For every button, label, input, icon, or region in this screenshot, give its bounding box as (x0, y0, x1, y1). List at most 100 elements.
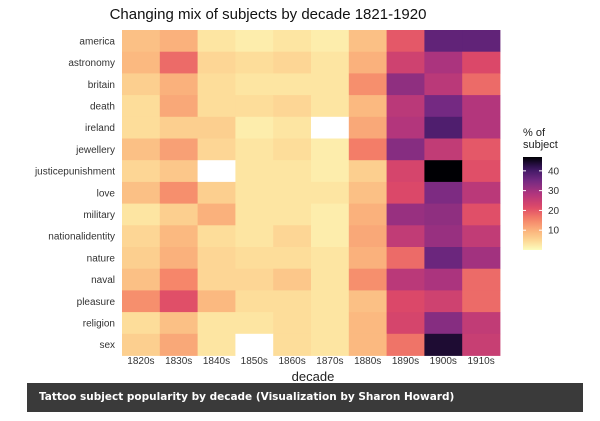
y-tick-label-ireland: ireland (85, 123, 115, 134)
legend-title: % of subject (523, 127, 558, 151)
heatmap-cell-love-1840s (197, 181, 236, 204)
heatmap-cell-nature-1870s (311, 247, 350, 270)
heatmap-cell-astronomy-1840s (197, 51, 236, 74)
heatmap-cell-nature-1860s (273, 247, 312, 270)
x-axis-title: decade (292, 369, 335, 384)
heatmap-cell-nationalidentity-1850s (235, 225, 274, 248)
heatmap-cell-america-1830s (159, 30, 198, 53)
heatmap-cell-astronomy-1880s (348, 51, 387, 74)
heatmap-cell-jewellery-1890s (386, 138, 425, 161)
heatmap-cell-ireland-1890s (386, 116, 425, 139)
x-tick-label-1870s: 1870s (316, 356, 343, 367)
heatmap-cell-military-1850s (235, 203, 274, 226)
heatmap-cell-justicepunishment-1890s (386, 160, 425, 183)
heatmap-cell-justicepunishment-1840s (197, 160, 236, 183)
heatmap-cell-military-1860s (273, 203, 312, 226)
heatmap-cell-ireland-1900s (424, 116, 463, 139)
heatmap-cell-ireland-1870s (311, 116, 350, 139)
heatmap-cell-america-1880s (348, 30, 387, 53)
heatmap-cell-love-1820s (122, 181, 161, 204)
heatmap-cell-britain-1820s (122, 73, 161, 96)
heatmap-cell-ireland-1850s (235, 116, 274, 139)
heatmap-cell-naval-1850s (235, 268, 274, 291)
heatmap-cell-love-1890s (386, 181, 425, 204)
heatmap-cell-nationalidentity-1890s (386, 225, 425, 248)
heatmap-cell-death-1910s (462, 95, 501, 118)
heatmap-cell-america-1840s (197, 30, 236, 53)
heatmap-cell-sex-1830s (159, 333, 198, 356)
heatmap-cell-religion-1820s (122, 312, 161, 335)
heatmap-cell-sex-1840s (197, 333, 236, 356)
heatmap-cell-america-1870s (311, 30, 350, 53)
heatmap-cell-sex-1860s (273, 333, 312, 356)
heatmap-cell-astronomy-1900s (424, 51, 463, 74)
heatmap-cell-sex-1910s (462, 333, 501, 356)
heatmap-cell-jewellery-1910s (462, 138, 501, 161)
legend-tick-label-30: 30 (548, 186, 560, 197)
x-tick-label-1830s: 1830s (165, 356, 192, 367)
heatmap-cell-nationalidentity-1870s (311, 225, 350, 248)
y-tick-label-death: death (90, 101, 115, 112)
heatmap-cell-jewellery-1840s (197, 138, 236, 161)
heatmap-cell-love-1850s (235, 181, 274, 204)
heatmap-cell-astronomy-1830s (159, 51, 198, 74)
heatmap-cell-military-1890s (386, 203, 425, 226)
heatmap-cell-military-1820s (122, 203, 161, 226)
heatmap-cell-military-1900s (424, 203, 463, 226)
heatmap-cell-nationalidentity-1910s (462, 225, 501, 248)
heatmap-cell-astronomy-1910s (462, 51, 501, 74)
heatmap-cell-nature-1850s (235, 247, 274, 270)
y-tick-label-nature: nature (87, 253, 116, 264)
heatmap-cell-naval-1820s (122, 268, 161, 291)
heatmap-cell-love-1830s (159, 181, 198, 204)
heatmap-cell-love-1860s (273, 181, 312, 204)
y-tick-label-pleasure: pleasure (77, 297, 116, 308)
x-tick-label-1850s: 1850s (241, 356, 268, 367)
heatmap-cell-religion-1900s (424, 312, 463, 335)
y-tick-label-religion: religion (83, 318, 115, 329)
heatmap-cell-love-1900s (424, 181, 463, 204)
heatmap-cell-nature-1900s (424, 247, 463, 270)
heatmap-cell-nationalidentity-1900s (424, 225, 463, 248)
heatmap-cell-religion-1840s (197, 312, 236, 335)
heatmap-cell-justicepunishment-1830s (159, 160, 198, 183)
x-tick-label-1840s: 1840s (203, 356, 230, 367)
heatmap-cell-britain-1900s (424, 73, 463, 96)
heatmap-cell-naval-1830s (159, 268, 198, 291)
heatmap-cell-jewellery-1880s (348, 138, 387, 161)
heatmap-cell-pleasure-1900s (424, 290, 463, 313)
chart-title: Changing mix of subjects by decade 1821-… (110, 6, 427, 23)
heatmap-cell-death-1850s (235, 95, 274, 118)
heatmap-cell-jewellery-1820s (122, 138, 161, 161)
heatmap-cell-naval-1870s (311, 268, 350, 291)
heatmap-cell-pleasure-1820s (122, 290, 161, 313)
heatmap-cell-justicepunishment-1860s (273, 160, 312, 183)
heatmap-cell-religion-1890s (386, 312, 425, 335)
heatmap-cell-nature-1820s (122, 247, 161, 270)
heatmap-cell-jewellery-1870s (311, 138, 350, 161)
x-axis-labels: 1820s 1830s 1840s 1850s 1860s 1870s 1880s 1890s… (127, 356, 494, 367)
heatmap-cell-nature-1830s (159, 247, 198, 270)
heatmap-cell-justicepunishment-1880s (348, 160, 387, 183)
heatmap-cell-jewellery-1830s (159, 138, 198, 161)
x-tick-label-1880s: 1880s (354, 356, 381, 367)
heatmap-cell-naval-1890s (386, 268, 425, 291)
y-tick-label-america: america (79, 36, 115, 47)
heatmap-cell-nationalidentity-1840s (197, 225, 236, 248)
heatmap-cell-death-1900s (424, 95, 463, 118)
heatmap-cell-pleasure-1890s (386, 290, 425, 313)
heatmap-cells (122, 30, 501, 356)
legend-colorbar (523, 157, 542, 250)
heatmap-cell-ireland-1820s (122, 116, 161, 139)
heatmap-cell-religion-1860s (273, 312, 312, 335)
heatmap-cell-justicepunishment-1850s (235, 160, 274, 183)
heatmap-cell-military-1910s (462, 203, 501, 226)
heatmap-cell-britain-1890s (386, 73, 425, 96)
y-tick-label-naval: naval (91, 275, 115, 286)
heatmap-cell-america-1850s (235, 30, 274, 53)
color-legend: % of subject 10 20 30 40 (523, 127, 560, 250)
heatmap-cell-pleasure-1860s (273, 290, 312, 313)
heatmap-cell-america-1860s (273, 30, 312, 53)
heatmap-cell-britain-1910s (462, 73, 501, 96)
